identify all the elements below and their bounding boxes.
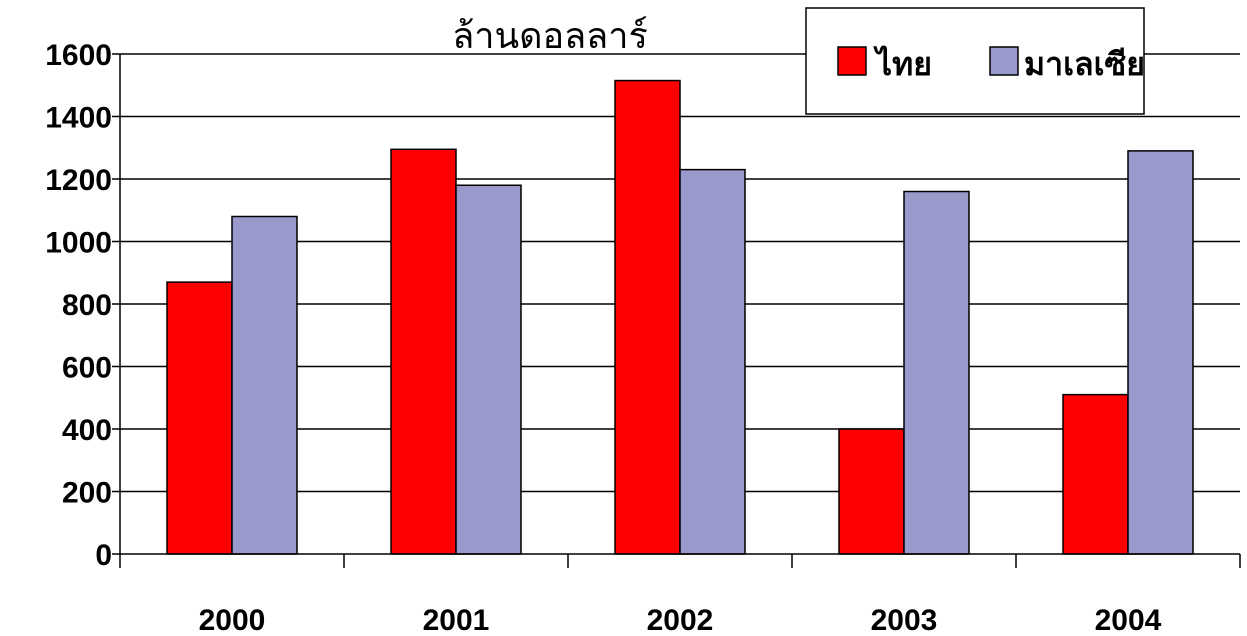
x-tick-label-2000: 2000 <box>199 604 266 636</box>
bar-มาเลเซีย-2000 <box>231 215 298 555</box>
y-tick-labels: 0 200 400 600 800 1000 1200 1400 1600 <box>45 39 120 572</box>
legend-swatch-ไทย <box>837 46 867 76</box>
legend: ไทย มาเลเซีย <box>805 7 1145 115</box>
y-tick-label-800: 800 <box>62 289 112 322</box>
x-tick-label-2003: 2003 <box>871 604 938 636</box>
y-tick-label-1600: 1600 <box>45 39 112 72</box>
bar-มาเลเซีย-2002 <box>679 168 746 555</box>
bar-มาเลเซีย-2003 <box>903 190 970 555</box>
bar-ไทย-2002 <box>614 79 681 555</box>
bar-ไทย-2003 <box>838 428 905 555</box>
y-tick-label-1200: 1200 <box>45 164 112 197</box>
bar-ไทย-2004 <box>1062 393 1129 555</box>
y-tick-label-600: 600 <box>62 352 112 385</box>
x-tick-labels: 2000 2001 2002 2003 2004 <box>119 554 1241 636</box>
x-tick-label-2001: 2001 <box>423 604 490 636</box>
x-tick-label-2004: 2004 <box>1095 604 1162 636</box>
bar-มาเลเซีย-2004 <box>1127 150 1194 555</box>
y-axis-unit-label: ล้านดอลลาร์ <box>452 16 648 56</box>
legend-label-มาเลเซีย: มาเลเซีย <box>1024 46 1145 82</box>
x-tick-label-2002: 2002 <box>647 604 714 636</box>
legend-label-ไทย: ไทย <box>873 45 932 82</box>
y-tick-label-400: 400 <box>62 414 112 447</box>
y-tick-label-200: 200 <box>62 477 112 510</box>
bar-ไทย-2001 <box>390 148 457 555</box>
y-tick-label-1000: 1000 <box>45 227 112 260</box>
bar-มาเลเซีย-2001 <box>455 184 522 555</box>
bars <box>166 79 1194 555</box>
y-tick-label-0: 0 <box>95 539 112 572</box>
legend-swatch-มาเลเซีย <box>989 46 1019 76</box>
y-tick-label-1400: 1400 <box>45 102 112 135</box>
bar-ไทย-2000 <box>166 281 233 555</box>
